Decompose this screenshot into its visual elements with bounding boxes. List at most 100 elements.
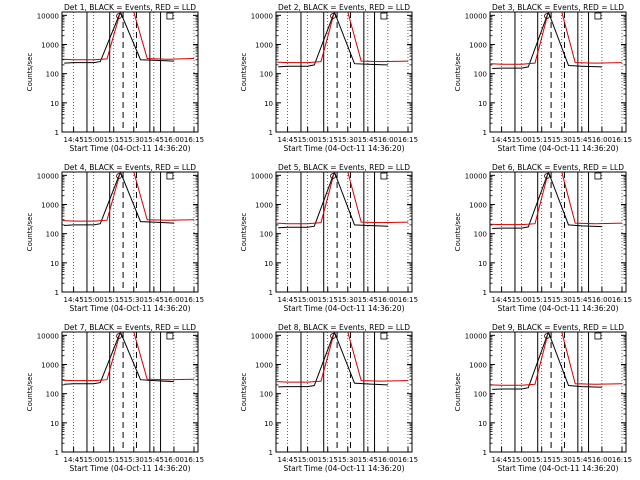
x-tick-label: 16:15 <box>184 456 204 464</box>
y-axis-label: Counts/sec <box>240 373 248 412</box>
series-line-lld <box>276 332 409 383</box>
x-tick-label: 15:45 <box>358 136 378 144</box>
y-tick-label: 100 <box>474 71 487 79</box>
chart-panel: 1 10 100 1000 10000 14:45 15:00 15:15 15:30 15:45… <box>240 163 418 313</box>
x-tick-label: 16:15 <box>612 456 632 464</box>
chart-panel: 1 10 100 1000 10000 14:45 15:00 15:15 15:30 15:45… <box>240 323 418 473</box>
plot-frame <box>275 331 413 453</box>
series-line-events <box>492 332 602 390</box>
chart-title: Det 3, BLACK = Events, RED = LLD <box>492 3 624 12</box>
plot-frame <box>489 331 627 453</box>
x-tick-label: 15:00 <box>298 296 318 304</box>
series-line-lld <box>490 12 623 65</box>
x-tick-label: 16:15 <box>184 296 204 304</box>
top-marker-square <box>380 172 388 180</box>
plot-frame <box>61 171 199 293</box>
y-tick-label: 1 <box>483 129 487 137</box>
top-marker-circle <box>116 173 122 179</box>
plot-frame <box>275 171 413 293</box>
y-tick-label: 1 <box>269 129 273 137</box>
x-tick-label: 14:45 <box>491 296 511 304</box>
x-tick-label: 14:45 <box>491 456 511 464</box>
x-tick-label: 16:00 <box>378 296 398 304</box>
plot-frame <box>61 331 199 453</box>
y-tick-label: 10 <box>478 100 487 108</box>
x-tick-label: 15:15 <box>532 296 552 304</box>
x-tick-label: 15:00 <box>84 136 104 144</box>
top-marker-square <box>594 332 602 340</box>
plot-frame <box>275 11 413 133</box>
x-tick-label: 15:15 <box>532 136 552 144</box>
x-tick-label: 15:30 <box>552 456 572 464</box>
x-tick-label: 15:15 <box>104 456 124 464</box>
chart-title: Det 1, BLACK = Events, RED = LLD <box>64 3 196 12</box>
y-tick-label: 10 <box>264 260 273 268</box>
x-tick-label: 16:15 <box>612 136 632 144</box>
y-axis-label: Counts/sec <box>240 53 248 92</box>
top-marker-circle <box>544 173 550 179</box>
y-tick-label: 10 <box>50 100 59 108</box>
plot-frame <box>61 11 199 133</box>
top-marker-circle <box>116 333 122 339</box>
y-tick-label: 1000 <box>469 361 487 369</box>
x-tick-label: 15:30 <box>552 136 572 144</box>
y-tick-label: 1000 <box>41 361 59 369</box>
y-axis-label: Counts/sec <box>454 373 462 412</box>
x-tick-label: 15:15 <box>318 456 338 464</box>
x-axis-label: Start Time (04-Oct-11 14:36:20) <box>283 144 404 153</box>
top-marker-square <box>380 332 388 340</box>
y-axis-label: Counts/sec <box>26 53 34 92</box>
x-tick-label: 15:45 <box>572 136 592 144</box>
series-line-events <box>492 172 602 229</box>
chart-panel: 1 10 100 1000 10000 14:45 15:00 15:15 15:30 15:45… <box>240 3 418 153</box>
x-tick-label: 15:00 <box>298 136 318 144</box>
chart-title: Det 2, BLACK = Events, RED = LLD <box>278 3 410 12</box>
plot-frame <box>489 11 627 133</box>
y-tick-label: 1000 <box>41 201 59 209</box>
y-tick-label: 1 <box>55 129 59 137</box>
x-axis-label: Start Time (04-Oct-11 14:36:20) <box>283 304 404 313</box>
x-tick-label: 14:45 <box>277 456 297 464</box>
y-tick-label: 1 <box>269 289 273 297</box>
y-axis-label: Counts/sec <box>26 213 34 252</box>
top-marker-square <box>166 12 174 20</box>
x-axis-label: Start Time (04-Oct-11 14:36:20) <box>497 304 618 313</box>
series-line-events <box>278 12 388 68</box>
y-tick-label: 1 <box>269 449 273 457</box>
series-line-lld <box>62 172 195 222</box>
y-tick-label: 1000 <box>255 361 273 369</box>
x-tick-label: 15:00 <box>298 456 318 464</box>
x-tick-label: 15:15 <box>104 136 124 144</box>
y-tick-label: 10000 <box>37 332 59 340</box>
chart-panel: 1 10 100 1000 10000 14:45 15:00 15:15 15:30 15:45… <box>26 3 204 153</box>
top-marker-square <box>594 12 602 20</box>
x-tick-label: 15:00 <box>512 296 532 304</box>
y-tick-label: 1000 <box>255 201 273 209</box>
series-line-lld <box>62 12 195 61</box>
top-marker-circle <box>330 173 336 179</box>
x-tick-label: 14:45 <box>277 296 297 304</box>
y-tick-label: 10000 <box>251 172 273 180</box>
x-tick-label: 15:30 <box>338 136 358 144</box>
top-marker-square <box>166 172 174 180</box>
x-tick-label: 16:15 <box>398 456 418 464</box>
top-marker-circle <box>330 13 336 19</box>
x-tick-label: 16:15 <box>398 296 418 304</box>
y-tick-label: 100 <box>260 231 273 239</box>
x-tick-label: 16:00 <box>164 136 184 144</box>
y-tick-label: 1 <box>55 289 59 297</box>
series-line-events <box>492 12 602 69</box>
x-tick-label: 15:00 <box>84 296 104 304</box>
x-tick-label: 16:15 <box>398 136 418 144</box>
series-line-lld <box>276 172 409 225</box>
x-tick-label: 15:45 <box>358 456 378 464</box>
y-tick-label: 100 <box>474 391 487 399</box>
top-marker-circle <box>544 333 550 339</box>
chart-panel: 1 10 100 1000 10000 14:45 15:00 15:15 15:30 15:45… <box>454 163 632 313</box>
series-line-lld <box>490 332 623 386</box>
x-tick-label: 14:45 <box>277 136 297 144</box>
y-tick-label: 100 <box>260 391 273 399</box>
chart-title: Det 4, BLACK = Events, RED = LLD <box>64 163 196 172</box>
top-marker-circle <box>330 333 336 339</box>
chart-title: Det 6, BLACK = Events, RED = LLD <box>492 163 624 172</box>
